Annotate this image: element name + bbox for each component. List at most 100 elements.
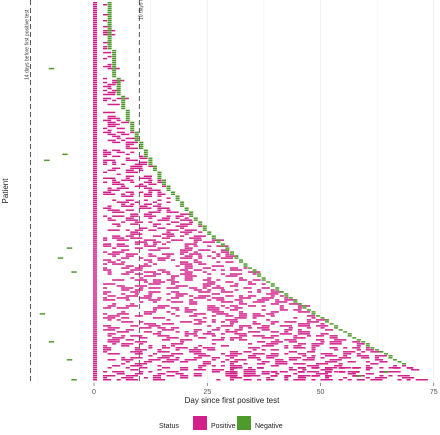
negative-mark [207,231,212,233]
positive-mark [275,359,284,361]
positive-mark [365,347,370,349]
positive-mark [112,183,125,186]
positive-mark [302,359,315,361]
positive-mark [275,299,280,301]
positive-mark [207,349,216,351]
positive-mark [266,379,275,381]
negative-mark [121,97,126,100]
positive-mark [130,357,143,359]
positive-mark [320,323,325,325]
positive-mark [216,253,221,255]
positive-mark [107,339,120,341]
positive-mark [103,239,108,241]
negative-mark [66,247,73,249]
positive-mark [216,255,221,257]
positive-mark [166,337,179,339]
positive-mark [116,243,125,245]
positive-mark [297,367,305,369]
positive-mark [211,269,216,271]
negative-mark [107,3,112,6]
positive-mark [121,203,126,205]
positive-mark [139,257,144,259]
positive-mark [152,333,162,335]
positive-mark [93,301,98,303]
positive-mark [93,139,98,142]
positive-mark [198,255,203,257]
negative-mark [143,153,148,156]
positive-mark [107,91,116,94]
positive-mark [288,303,302,305]
positive-mark [134,185,148,188]
positive-mark [93,9,98,12]
positive-mark [270,303,279,305]
positive-mark [93,169,98,172]
positive-mark [148,191,153,193]
negative-mark [234,257,239,259]
positive-mark [93,235,98,237]
positive-mark [211,369,225,371]
positive-mark [152,273,162,275]
negative-mark [125,113,130,116]
negative-mark [388,355,393,357]
negative-mark [211,235,216,237]
positive-mark [93,245,98,247]
positive-mark [93,339,98,341]
x-tick-label: 25 [203,389,211,396]
positive-mark [229,323,234,325]
positive-mark [306,371,320,373]
positive-mark [306,351,316,353]
positive-mark [93,123,98,126]
positive-mark [125,169,134,172]
positive-mark [279,309,288,311]
positive-mark [311,345,320,347]
positive-mark [107,209,120,211]
positive-mark [311,317,316,319]
positive-mark [161,217,171,219]
positive-mark [93,211,98,213]
positive-mark [103,149,108,152]
positive-mark [248,305,257,307]
positive-mark [229,351,239,353]
positive-mark [116,127,125,130]
positive-mark [112,255,117,257]
positive-mark [216,313,229,315]
positive-mark [103,299,116,301]
negative-mark [220,243,225,245]
positive-mark [238,313,248,315]
positive-mark [103,77,108,80]
positive-mark [125,153,130,156]
positive-mark [139,205,148,207]
positive-mark [143,313,152,315]
positive-mark [180,361,189,363]
positive-mark [116,319,121,321]
positive-mark [125,147,138,150]
positive-mark [166,215,171,217]
negative-mark [261,279,266,281]
positive-mark [180,235,185,237]
positive-mark [270,353,279,355]
positive-mark [93,217,98,219]
positive-mark [180,223,193,225]
negative-mark [121,105,126,108]
positive-mark [388,375,393,377]
positive-mark [284,321,297,323]
positive-mark [93,87,98,90]
positive-mark [107,103,120,106]
positive-mark [297,311,311,313]
positive-mark [93,19,98,22]
positive-mark [93,79,98,82]
positive-mark [93,253,98,255]
positive-mark [93,133,98,136]
negative-mark [116,77,121,80]
positive-mark [93,83,98,86]
positive-mark [103,111,116,114]
positive-mark [103,291,112,293]
positive-mark [116,259,121,261]
positive-mark [334,371,339,373]
positive-mark [107,341,120,343]
positive-mark [93,363,98,365]
positive-mark [315,339,325,341]
negative-mark [229,253,234,255]
positive-mark [93,257,98,259]
positive-mark [229,367,237,369]
